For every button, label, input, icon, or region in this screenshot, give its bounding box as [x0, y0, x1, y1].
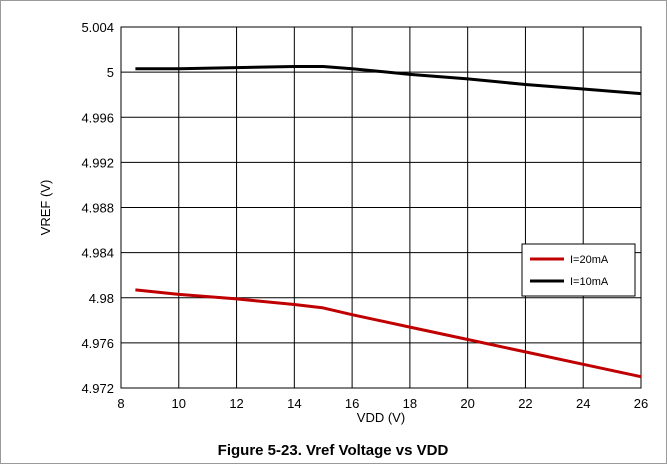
x-tick-label: 16 [345, 396, 359, 411]
x-tick-label: 8 [117, 396, 124, 411]
legend-label-i10ma: I=10mA [570, 276, 609, 288]
y-tick-label: 4.98 [89, 291, 114, 306]
y-axis-title: VREF (V) [38, 180, 53, 236]
legend-label-i20ma: I=20mA [570, 254, 609, 266]
x-tick-label: 24 [576, 396, 590, 411]
x-tick-label: 12 [229, 396, 243, 411]
figure-caption: Figure 5-23. Vref Voltage vs VDD [218, 442, 449, 459]
y-tick-label: 4.976 [81, 336, 114, 351]
y-tick-label: 4.988 [81, 201, 114, 216]
series-line-i20ma [135, 288, 642, 379]
plot-area [120, 26, 642, 389]
x-tick-label: 20 [460, 396, 474, 411]
x-axis-title: VDD (V) [357, 410, 405, 425]
y-tick-label: 4.996 [81, 110, 114, 125]
y-tick-label: 5 [107, 65, 114, 80]
x-tick-label: 14 [287, 396, 301, 411]
x-tick-label: 10 [172, 396, 186, 411]
y-tick-label: 4.984 [81, 246, 114, 261]
grid [121, 27, 641, 388]
x-tick-label: 22 [518, 396, 532, 411]
x-tick-label: 18 [403, 396, 417, 411]
legend-box [521, 243, 636, 297]
x-tick-labels: 8 10 12 14 16 18 20 22 24 26 [117, 396, 648, 411]
y-tick-labels: 4.972 4.976 4.98 4.984 4.988 4.992 4.996 5 5.004 [81, 20, 114, 396]
series [135, 65, 642, 379]
series-line-i10ma [135, 65, 642, 96]
y-tick-label: 5.004 [81, 20, 114, 35]
y-tick-label: 4.992 [81, 155, 114, 170]
x-tick-label: 26 [634, 396, 648, 411]
y-tick-label: 4.972 [81, 381, 114, 396]
legend: I=20mA I=10mA [521, 243, 636, 297]
